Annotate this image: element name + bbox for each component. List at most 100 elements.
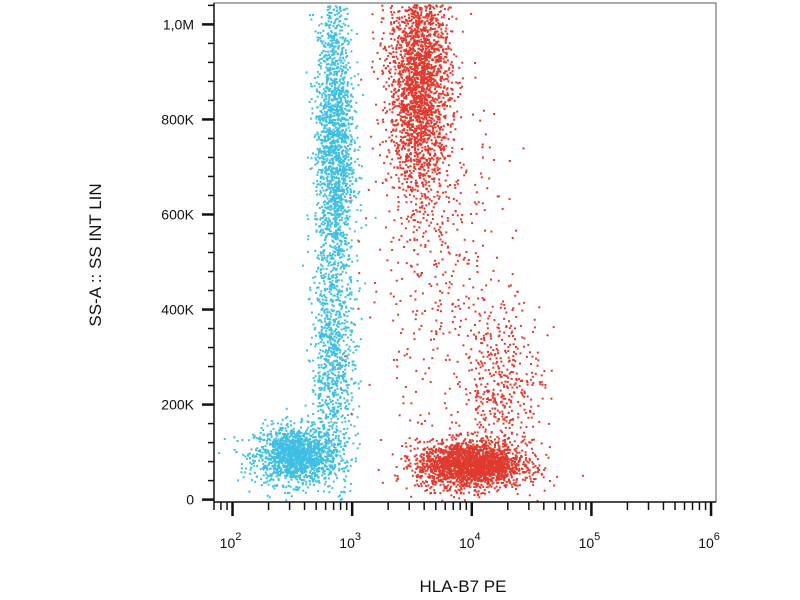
data-point xyxy=(421,50,423,53)
data-point xyxy=(438,112,441,115)
data-point xyxy=(423,37,425,40)
data-point xyxy=(323,55,326,58)
data-point xyxy=(320,154,323,157)
data-point xyxy=(336,410,339,413)
data-point xyxy=(352,87,355,90)
data-point xyxy=(354,460,357,463)
data-point xyxy=(306,466,309,469)
data-point xyxy=(339,167,341,170)
data-point xyxy=(320,329,323,331)
data-point xyxy=(331,54,334,56)
data-point xyxy=(327,168,330,170)
data-point xyxy=(343,360,346,362)
data-point xyxy=(336,280,339,283)
data-point xyxy=(331,80,334,83)
data-point xyxy=(320,321,323,324)
data-point xyxy=(277,453,280,456)
data-point xyxy=(290,466,293,469)
data-point xyxy=(336,157,339,160)
data-point xyxy=(297,467,299,470)
data-point xyxy=(434,43,437,46)
data-point xyxy=(320,274,323,277)
data-point xyxy=(381,37,384,40)
data-point xyxy=(305,456,308,459)
data-point xyxy=(251,455,254,458)
data-point xyxy=(332,348,335,351)
data-point xyxy=(313,444,316,447)
data-point xyxy=(324,447,327,450)
data-point xyxy=(321,460,324,463)
data-point xyxy=(328,159,331,162)
data-point xyxy=(279,446,282,449)
data-point xyxy=(345,287,348,290)
data-point xyxy=(352,171,355,174)
data-point xyxy=(327,182,329,185)
data-point xyxy=(282,433,285,436)
data-point xyxy=(321,175,324,178)
data-point xyxy=(287,425,289,428)
data-point xyxy=(322,280,325,283)
data-point xyxy=(343,254,346,257)
data-point xyxy=(332,89,335,92)
data-point xyxy=(294,450,297,453)
data-point xyxy=(342,340,345,342)
data-point xyxy=(313,454,316,457)
data-point xyxy=(265,473,268,476)
data-point xyxy=(289,440,292,443)
data-point xyxy=(330,72,333,75)
data-point xyxy=(298,439,301,442)
data-point xyxy=(329,35,332,38)
data-point xyxy=(331,468,334,471)
data-point xyxy=(320,254,323,257)
data-point xyxy=(262,446,264,449)
data-point xyxy=(280,469,283,472)
data-point xyxy=(341,190,344,193)
data-point xyxy=(329,278,332,280)
data-point xyxy=(330,337,333,340)
data-point xyxy=(344,420,347,423)
data-point xyxy=(333,285,336,288)
data-point xyxy=(331,221,334,224)
data-point xyxy=(408,72,411,75)
data-point xyxy=(335,90,338,93)
data-point xyxy=(331,134,334,137)
data-point xyxy=(300,468,303,471)
data-point xyxy=(337,290,340,293)
data-point xyxy=(325,399,327,402)
data-point xyxy=(352,364,355,366)
data-point xyxy=(408,40,411,43)
data-point xyxy=(282,442,285,445)
data-point xyxy=(334,86,337,89)
data-point xyxy=(289,453,292,456)
data-point xyxy=(286,492,289,494)
data-point xyxy=(379,57,382,60)
data-point xyxy=(350,338,353,341)
data-point xyxy=(406,81,409,84)
data-point xyxy=(345,384,348,387)
data-point xyxy=(300,464,303,467)
data-point xyxy=(278,440,281,443)
data-point xyxy=(395,128,398,131)
data-point xyxy=(341,467,343,470)
data-point xyxy=(348,109,351,112)
data-point xyxy=(347,293,350,296)
data-point xyxy=(340,112,343,115)
data-point xyxy=(325,299,328,302)
data-point xyxy=(320,67,323,70)
data-point xyxy=(326,14,329,16)
data-point xyxy=(265,466,268,469)
data-point xyxy=(286,439,289,441)
data-point xyxy=(356,125,359,128)
data-point xyxy=(429,163,432,166)
data-point xyxy=(339,36,342,39)
data-point xyxy=(334,248,337,251)
data-point xyxy=(334,352,337,355)
data-point xyxy=(350,139,352,142)
data-point xyxy=(270,420,273,423)
data-point xyxy=(323,366,326,369)
data-point xyxy=(277,451,280,454)
data-point xyxy=(285,460,288,463)
data-point xyxy=(418,40,421,43)
data-point xyxy=(315,115,318,118)
data-point xyxy=(325,404,328,406)
